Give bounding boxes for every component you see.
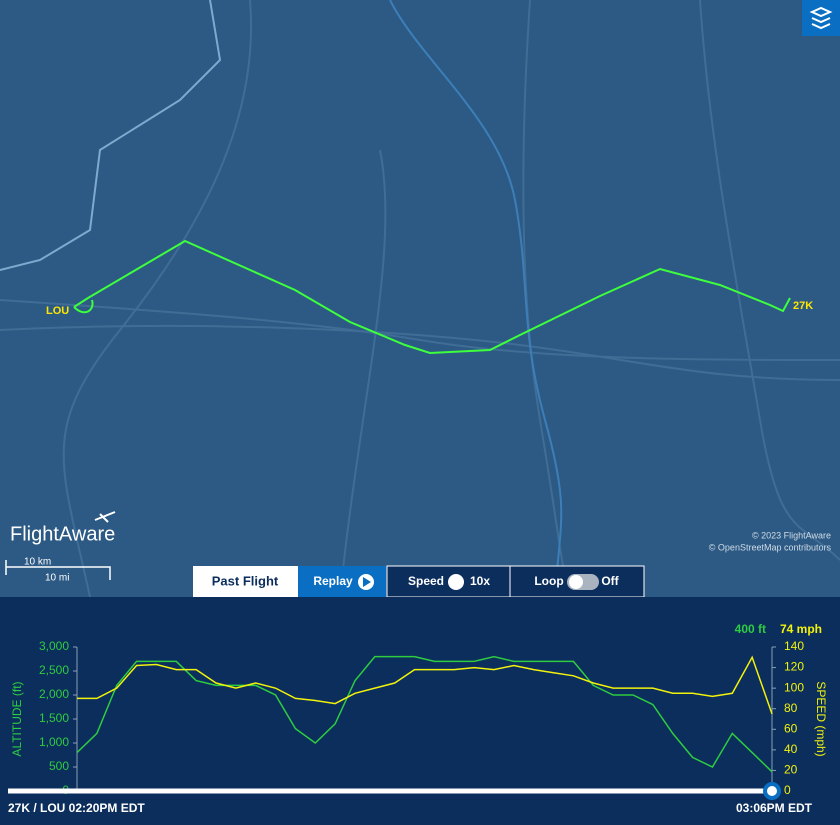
- y-tick-label: 2,500: [39, 663, 69, 677]
- timeline-knob[interactable]: [763, 782, 781, 800]
- chart: 05001,0001,5002,0002,5003,00002040608010…: [8, 622, 828, 815]
- y2-tick-label: 40: [784, 742, 798, 756]
- y2-tick-label: 60: [784, 721, 798, 735]
- y-tick-label: 1,500: [39, 711, 69, 725]
- loop-state: Off: [601, 574, 619, 588]
- replay-label: Replay: [313, 574, 353, 588]
- roads: [0, 0, 840, 598]
- scale-label: 10 mi: [45, 573, 69, 584]
- airport-label: 27K: [793, 300, 813, 312]
- replay-controls: Past Flight Replay Speed 10x Loop Off: [193, 565, 645, 598]
- chart-panel: [0, 597, 840, 820]
- attribution: © 2023 FlightAware: [752, 530, 831, 540]
- loop-label: Loop: [534, 574, 563, 588]
- flight-track: [73, 239, 791, 355]
- layers-button[interactable]: [802, 0, 840, 36]
- end-time: 03:06PM EDT: [736, 801, 813, 815]
- y-tick-label: 1,000: [39, 735, 69, 749]
- toggle-knob: [569, 575, 583, 589]
- y-tick-label: 500: [49, 759, 69, 773]
- scale-bar: [5, 560, 111, 580]
- current-altitude: 400 ft: [735, 622, 766, 636]
- y-axis-title: ALTITUDE (ft): [10, 681, 24, 756]
- speed-label: Speed: [408, 574, 444, 588]
- rivers: [0, 0, 563, 598]
- airport-label: LOU: [46, 305, 69, 317]
- y2-axis-title: SPEED (mph): [814, 681, 828, 756]
- tab[interactable]: [193, 566, 298, 597]
- attribution[interactable]: © OpenStreetMap contributors: [709, 542, 832, 552]
- current-speed: 74 mph: [780, 622, 822, 636]
- speed-value: 10x: [470, 574, 490, 588]
- y-tick-label: 2,000: [39, 687, 69, 701]
- series-line: [77, 655, 773, 715]
- layers-icon: [809, 6, 833, 30]
- series-line: [76, 655, 773, 773]
- y-tick-label: 3,000: [39, 639, 69, 653]
- y2-tick-label: 80: [784, 701, 798, 715]
- scale-label: 10 km: [24, 557, 51, 568]
- y2-tick-label: 140: [784, 639, 804, 653]
- logo: FlightAware: [10, 523, 115, 545]
- play-triangle: [363, 577, 371, 587]
- logo-plane: [94, 511, 116, 523]
- y2-tick-label: 0: [784, 783, 791, 797]
- tab-label: Past Flight: [212, 573, 279, 588]
- flight-track-loop: [73, 299, 94, 314]
- map[interactable]: [0, 0, 840, 597]
- y2-tick-label: 120: [784, 660, 804, 674]
- y2-tick-label: 20: [784, 763, 798, 777]
- y2-tick-label: 100: [784, 680, 804, 694]
- start-time: 27K / LOU 02:20PM EDT: [8, 801, 145, 815]
- speed-icon: [448, 574, 464, 590]
